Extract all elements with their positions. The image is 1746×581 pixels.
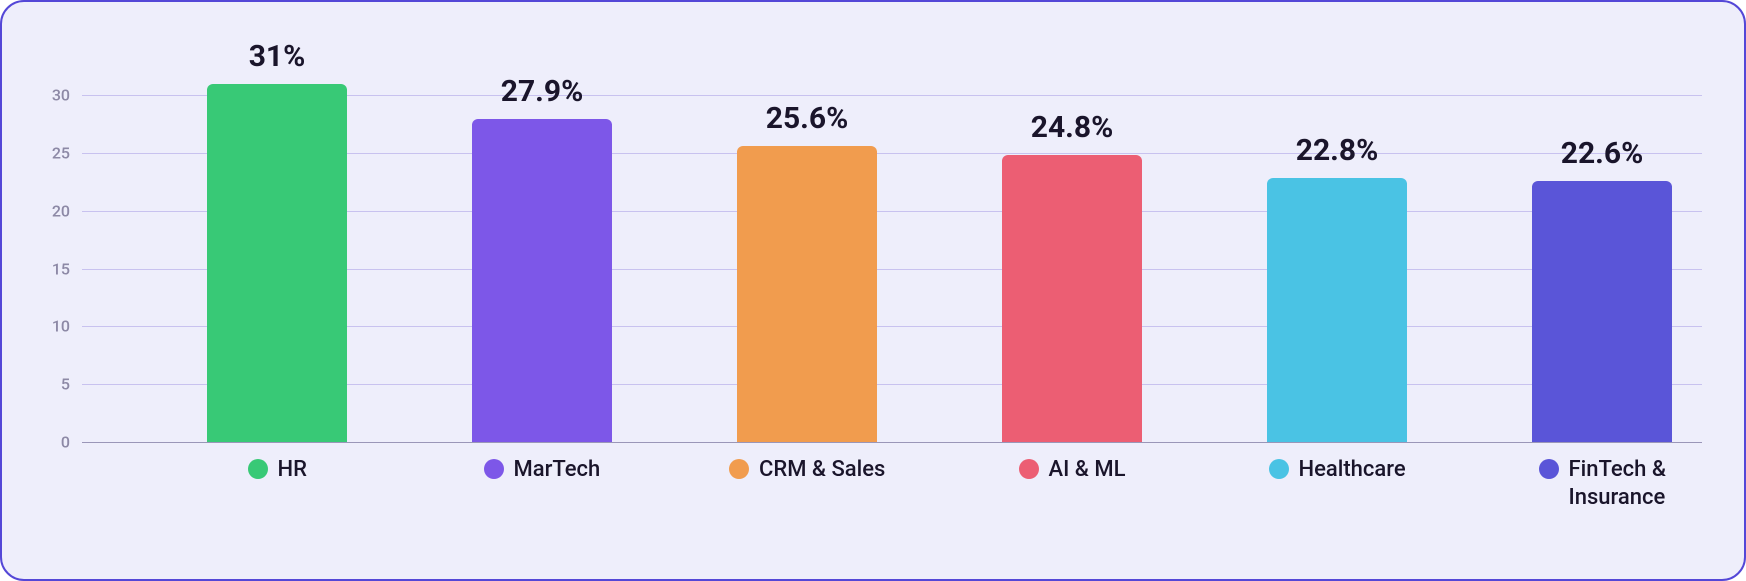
y-tick-label: 5 (61, 375, 70, 394)
legend-label: CRM & Sales (759, 456, 885, 484)
legend-label: AI & ML (1049, 456, 1126, 484)
legend-label: Healthcare (1299, 456, 1406, 484)
bar-value-label: 22.8% (1197, 133, 1477, 168)
bar-value-label: 27.9% (402, 74, 682, 109)
legend-item: CRM & Sales (729, 456, 885, 484)
legend-dot-icon (484, 459, 504, 479)
legend-item: Healthcare (1269, 456, 1406, 484)
legend-label: HR (278, 456, 307, 484)
bar-value-label: 31% (137, 39, 417, 74)
bar: 24.8% (1002, 155, 1142, 442)
y-tick-label: 25 (52, 143, 70, 162)
y-tick-label: 15 (52, 259, 70, 278)
gridline (82, 442, 1702, 443)
bar-value-label: 22.6% (1462, 136, 1742, 171)
y-tick-label: 10 (52, 317, 70, 336)
bar-value-label: 24.8% (932, 110, 1212, 145)
bar-value-label: 25.6% (667, 101, 947, 136)
legend-item: MarTech (484, 456, 601, 484)
legend-label: FinTech &Insurance (1569, 456, 1666, 511)
chart-frame: 05101520253031%27.9%25.6%24.8%22.8%22.6%… (0, 0, 1746, 581)
legend-item: AI & ML (1019, 456, 1126, 484)
legend-item: FinTech &Insurance (1539, 456, 1666, 511)
legend-item: HR (248, 456, 307, 484)
plot-area: 05101520253031%27.9%25.6%24.8%22.8%22.6%… (82, 72, 1702, 442)
legend-dot-icon (248, 459, 268, 479)
legend-dot-icon (1019, 459, 1039, 479)
bar: 27.9% (472, 119, 612, 442)
bar: 22.6% (1532, 181, 1672, 442)
y-tick-label: 0 (61, 433, 70, 452)
legend-label: MarTech (514, 456, 601, 484)
y-tick-label: 30 (52, 86, 70, 105)
legend: HR MarTech CRM & Sales AI & ML Healthcare Fin… (82, 456, 1702, 536)
bar: 25.6% (737, 146, 877, 442)
y-tick-label: 20 (52, 201, 70, 220)
legend-dot-icon (729, 459, 749, 479)
bar: 22.8% (1267, 178, 1407, 442)
legend-dot-icon (1539, 459, 1559, 479)
bar: 31% (207, 84, 347, 442)
legend-dot-icon (1269, 459, 1289, 479)
